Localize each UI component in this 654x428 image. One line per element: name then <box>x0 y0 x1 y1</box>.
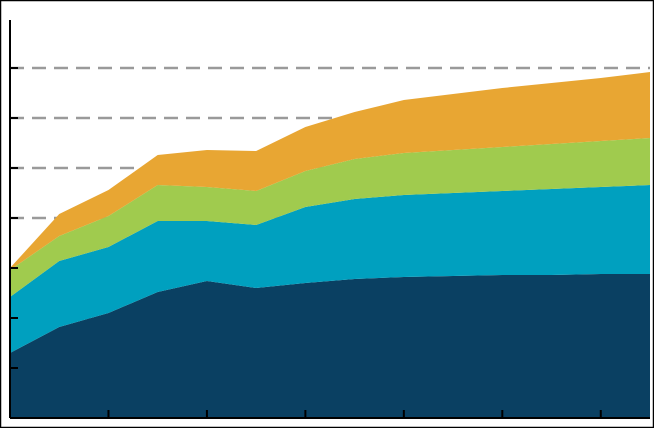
area <box>10 274 650 418</box>
area <box>10 138 650 297</box>
area <box>10 72 650 270</box>
area <box>10 185 650 353</box>
